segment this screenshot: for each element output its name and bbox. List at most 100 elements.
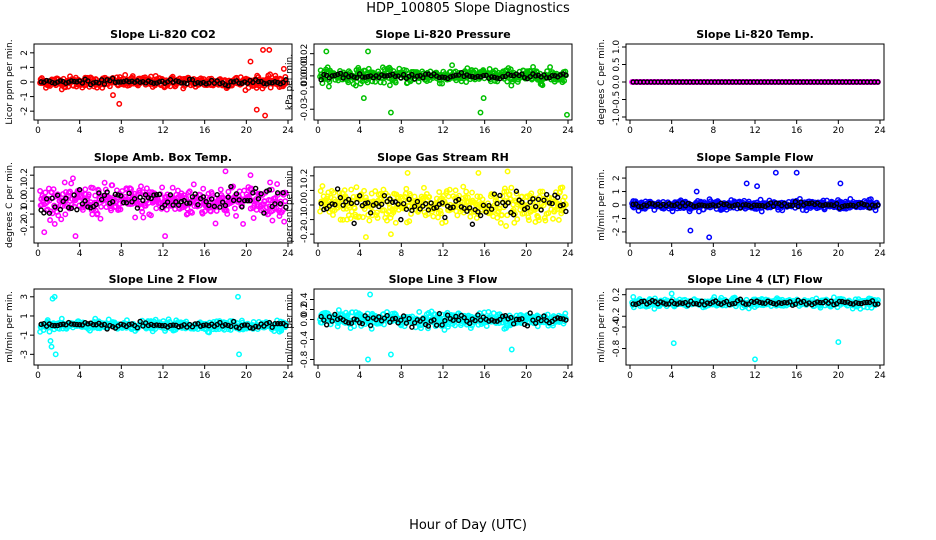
- x-tick-label: 20: [241, 371, 253, 381]
- reference-point: [118, 321, 124, 327]
- reference-point: [850, 202, 856, 209]
- reference-point: [351, 74, 357, 80]
- reference-point: [554, 194, 561, 201]
- points-layer: [37, 168, 289, 240]
- reference-point: [148, 321, 154, 328]
- reference-point: [543, 75, 550, 81]
- data-point: [325, 83, 332, 90]
- reference-point: [699, 298, 705, 304]
- reference-point: [685, 200, 691, 207]
- reference-point: [153, 192, 160, 198]
- reference-point: [214, 192, 220, 198]
- reference-point: [541, 197, 547, 203]
- outlier-point: [693, 188, 700, 195]
- reference-point: [145, 322, 152, 329]
- reference-point: [137, 79, 143, 85]
- data-point: [98, 203, 105, 210]
- reference-point: [510, 321, 517, 327]
- data-point: [381, 79, 387, 86]
- data-point: [361, 187, 368, 194]
- data-point: [539, 82, 546, 89]
- reference-point: [425, 207, 432, 213]
- reference-point: [98, 77, 105, 83]
- data-point: [558, 210, 565, 217]
- reference-point: [283, 322, 289, 329]
- reference-point: [400, 201, 407, 207]
- x-tick-label: 0: [627, 371, 633, 381]
- reference-point: [494, 75, 500, 81]
- data-point: [439, 80, 446, 87]
- reference-point: [85, 78, 91, 84]
- x-tick-label: 4: [669, 371, 675, 381]
- reference-point: [244, 322, 251, 328]
- data-point: [562, 310, 569, 317]
- reference-point: [646, 200, 653, 207]
- reference-point: [266, 187, 273, 193]
- reference-point: [112, 191, 119, 198]
- reference-point: [195, 201, 201, 208]
- data-point: [494, 214, 501, 221]
- reference-point: [499, 313, 506, 319]
- outlier-point: [110, 92, 116, 99]
- reference-point: [156, 191, 163, 197]
- reference-point: [247, 197, 253, 204]
- reference-point: [433, 322, 440, 328]
- reference-point: [875, 202, 881, 208]
- reference-point: [71, 321, 77, 327]
- reference-point: [217, 319, 223, 326]
- reference-point: [477, 212, 484, 219]
- reference-point: [392, 73, 399, 79]
- reference-point: [773, 200, 779, 206]
- reference-point: [527, 74, 533, 80]
- reference-point: [134, 205, 141, 211]
- reference-point: [277, 201, 284, 207]
- reference-point: [378, 201, 385, 208]
- reference-point: [817, 299, 823, 306]
- outlier-point: [222, 168, 229, 175]
- data-point: [175, 187, 181, 194]
- reference-point: [756, 299, 763, 306]
- points-layer: [629, 169, 881, 241]
- reference-point: [359, 320, 366, 327]
- y-tick-label: 0.2: [20, 168, 30, 182]
- data-point: [528, 190, 535, 197]
- reference-point: [483, 72, 489, 79]
- reference-point: [767, 299, 774, 306]
- reference-point: [505, 71, 511, 77]
- reference-point: [729, 301, 735, 307]
- outlier-point: [41, 229, 48, 236]
- data-point: [132, 214, 139, 221]
- x-tick-label: 8: [118, 249, 124, 259]
- data-point: [526, 217, 532, 224]
- reference-point: [472, 74, 478, 81]
- data-point: [372, 188, 379, 195]
- reference-point: [217, 80, 223, 87]
- reference-point: [244, 197, 251, 204]
- data-point: [561, 194, 568, 200]
- reference-point: [329, 73, 335, 79]
- reference-point: [497, 192, 503, 199]
- reference-point: [842, 299, 848, 305]
- reference-point: [162, 202, 168, 208]
- reference-point: [203, 81, 209, 87]
- reference-point: [376, 314, 382, 320]
- reference-point: [68, 321, 75, 327]
- reference-point: [491, 74, 498, 81]
- reference-point: [57, 206, 64, 213]
- x-tick-label: 8: [710, 249, 716, 259]
- data-point: [225, 188, 232, 195]
- x-tick-label: 8: [118, 126, 124, 136]
- reference-point: [660, 300, 667, 306]
- data-point: [454, 212, 461, 219]
- reference-point: [356, 193, 363, 199]
- reference-point: [499, 199, 506, 206]
- reference-point: [258, 191, 264, 197]
- data-point: [200, 185, 207, 192]
- x-tick-label: 0: [315, 126, 321, 136]
- data-point: [129, 200, 136, 207]
- data-point: [51, 220, 58, 227]
- data-point: [97, 215, 104, 222]
- reference-point: [743, 202, 749, 208]
- y-tick-label: -0.4: [300, 330, 310, 348]
- reference-point: [76, 322, 83, 328]
